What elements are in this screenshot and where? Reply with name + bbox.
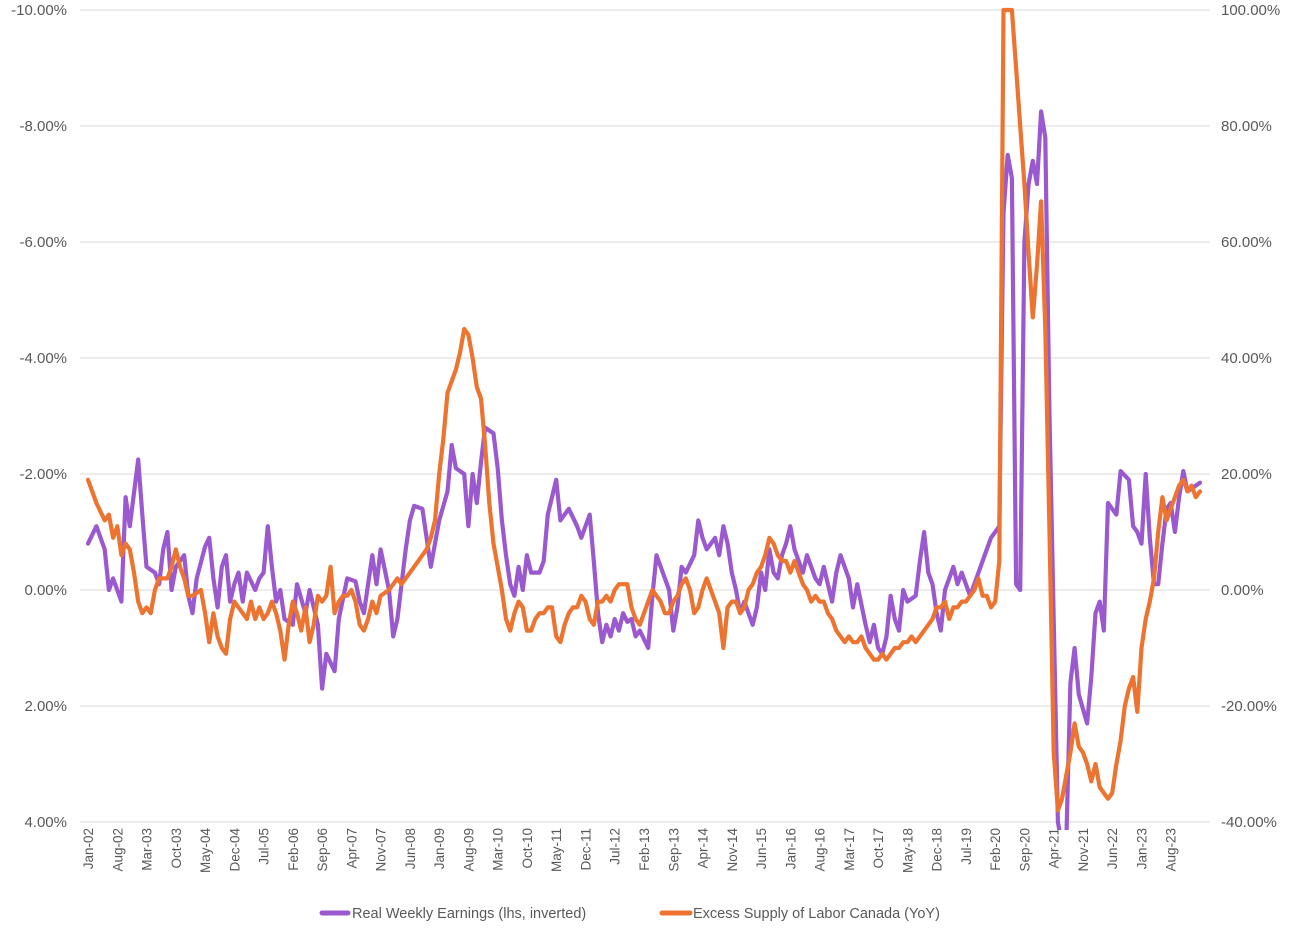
legend-item-excess-supply-of-labor: Excess Supply of Labor Canada (YoY): [659, 906, 940, 922]
grid-lines: [80, 9, 1210, 823]
x-tick-label: Feb-20: [988, 828, 1003, 871]
x-tick-label: Feb-06: [286, 828, 301, 871]
x-tick-label: Oct-17: [871, 828, 886, 869]
x-tick-label: Sep-13: [666, 828, 681, 872]
series-layer: [85, 7, 1203, 830]
x-tick-label: Aug-16: [813, 828, 828, 872]
left-tick-label: 2.00%: [24, 698, 67, 715]
right-tick-label: -40.00%: [1221, 814, 1277, 831]
right-tick-label: 100.00%: [1221, 2, 1280, 19]
legend-label-real-weekly-earnings: Real Weekly Earnings (lhs, inverted): [352, 906, 586, 922]
x-tick-label: Jan-02: [81, 828, 96, 869]
x-tick-label: Apr-07: [344, 828, 359, 869]
left-tick-label: 0.00%: [24, 582, 67, 599]
x-tick-label: Jan-16: [783, 828, 798, 869]
x-tick-label: Sep-06: [315, 828, 330, 872]
right-tick-label: -20.00%: [1221, 698, 1277, 715]
left-tick-label: -2.00%: [19, 466, 67, 483]
x-tick-label: Mar-17: [842, 828, 857, 871]
right-tick-label: 40.00%: [1221, 350, 1272, 367]
left-tick-label: -6.00%: [19, 234, 67, 251]
left-tick-label: 4.00%: [24, 814, 67, 831]
x-tick-label: Oct-10: [520, 828, 535, 869]
x-tick-label: Apr-14: [696, 828, 711, 869]
x-tick-label: Aug-09: [461, 828, 476, 872]
x-tick-label: Dec-11: [578, 828, 593, 871]
x-tick-label: Jul-12: [608, 828, 623, 865]
series-line-real-weekly-earnings: [85, 109, 1203, 830]
x-tick-label: Dec-04: [227, 828, 242, 872]
x-tick-label: Jan-09: [432, 828, 447, 869]
legend-label-excess-supply-of-labor: Excess Supply of Labor Canada (YoY): [693, 906, 940, 922]
x-tick-label: Sep-20: [1017, 828, 1032, 872]
x-tick-label: May-18: [900, 828, 915, 873]
right-tick-label: 60.00%: [1221, 234, 1272, 251]
x-tick-label: Feb-13: [637, 828, 652, 871]
x-axis: Jan-02 Aug-02 Mar-03 Oct-03 May-04 Dec-04 Jul-…: [81, 828, 1179, 874]
x-tick-label: Jul-19: [959, 828, 974, 865]
x-tick-label: May-04: [198, 828, 213, 874]
x-tick-label: Dec-18: [930, 828, 945, 872]
x-tick-label: Oct-03: [169, 828, 184, 869]
x-tick-label: Apr-21: [1047, 828, 1062, 869]
x-tick-label: Mar-03: [140, 828, 155, 871]
series-line-excess-supply-of-labor: [85, 7, 1203, 813]
x-tick-label: Aug-23: [1164, 828, 1179, 872]
right-tick-label: 20.00%: [1221, 466, 1272, 483]
left-tick-label: -10.00%: [11, 2, 67, 19]
x-tick-label: May-11: [549, 828, 564, 872]
x-tick-label: Nov-14: [725, 828, 740, 872]
left-axis: -10.00% -8.00% -6.00% -4.00% -2.00% 0.00% 2.00…: [11, 2, 67, 831]
legend: Real Weekly Earnings (lhs, inverted) Exc…: [319, 906, 940, 922]
x-tick-label: Jul-05: [257, 828, 272, 865]
x-tick-label: Jun-22: [1105, 828, 1120, 869]
x-tick-label: Nov-21: [1076, 828, 1091, 872]
x-tick-label: Nov-07: [374, 828, 389, 872]
x-tick-label: Jan-23: [1134, 828, 1149, 869]
legend-item-real-weekly-earnings: Real Weekly Earnings (lhs, inverted): [319, 906, 586, 922]
left-tick-label: -4.00%: [19, 350, 67, 367]
x-tick-label: Jun-15: [754, 828, 769, 869]
right-tick-label: 0.00%: [1221, 582, 1264, 599]
right-axis: 100.00% 80.00% 60.00% 40.00% 20.00% 0.00% -20.…: [1221, 2, 1280, 831]
x-tick-label: Jun-08: [403, 828, 418, 869]
right-tick-label: 80.00%: [1221, 118, 1272, 135]
left-tick-label: -8.00%: [19, 118, 67, 135]
x-tick-label: Mar-10: [491, 828, 506, 871]
x-tick-label: Aug-02: [110, 828, 125, 872]
